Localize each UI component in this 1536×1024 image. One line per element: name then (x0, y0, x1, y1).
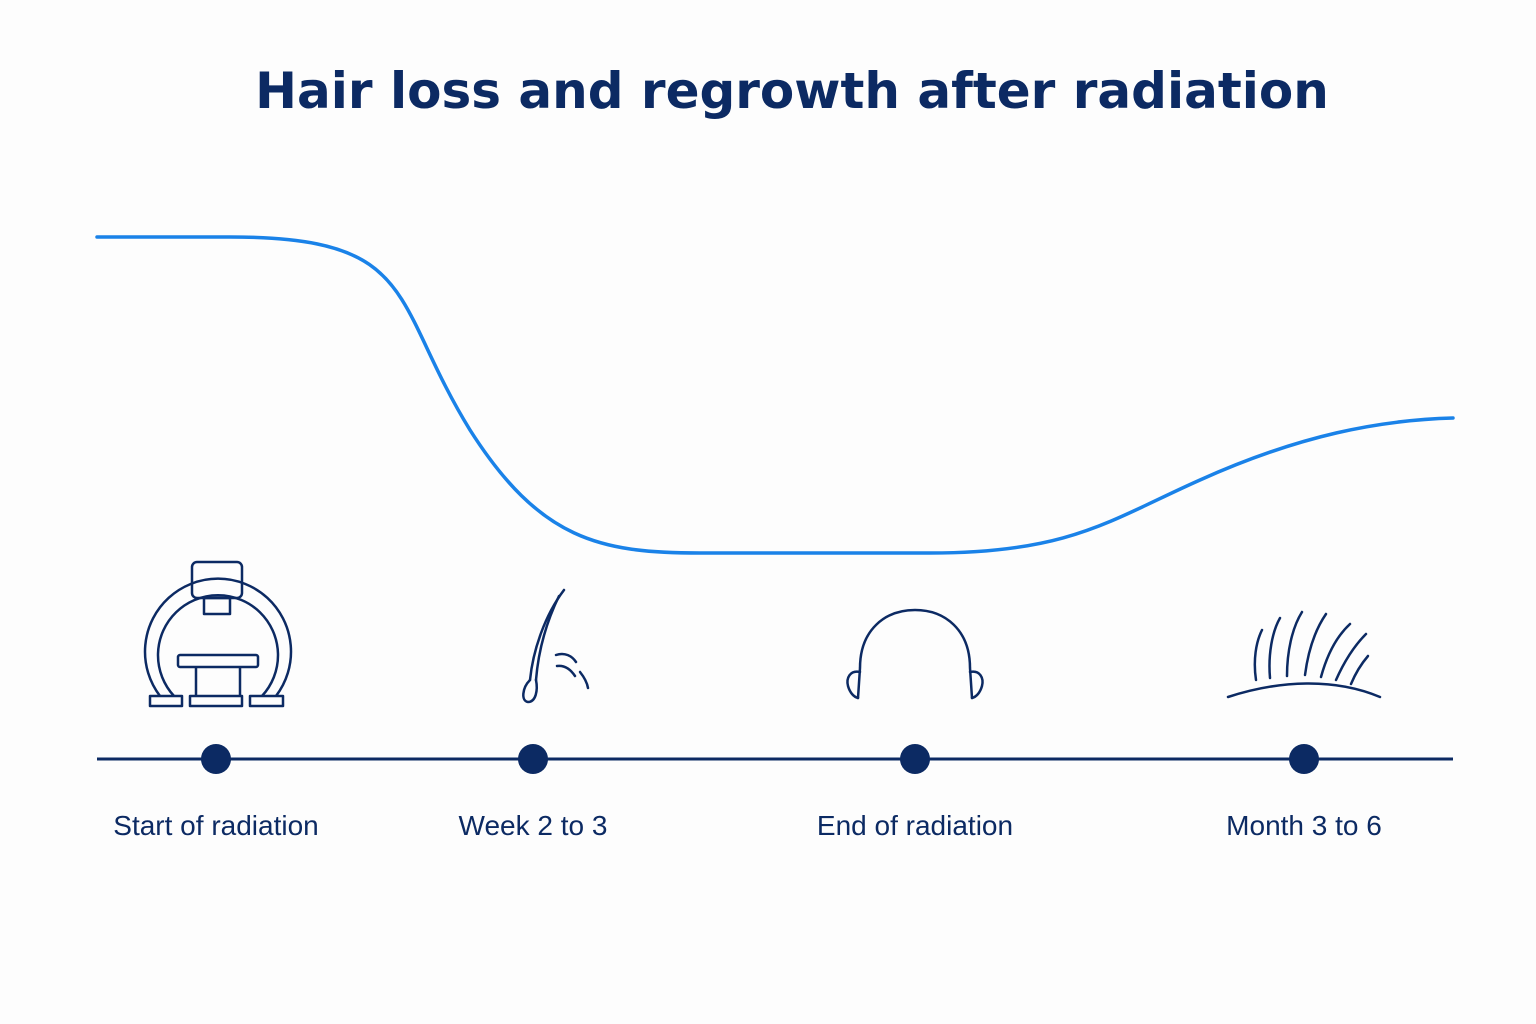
milestone-label-week: Week 2 to 3 (458, 810, 608, 841)
milestone-label-month: Month 3 to 6 (1226, 810, 1382, 841)
milestone-dot-start (201, 744, 231, 774)
regrowing-hair-icon (1226, 610, 1382, 699)
milestone-label-end: End of radiation (816, 810, 1014, 841)
milestone-label-start: Start of radiation (113, 810, 319, 841)
milestone-dot-month (1289, 744, 1319, 774)
falling-hair-icon (522, 588, 590, 704)
milestone-dot-end (900, 744, 930, 774)
radiation-machine-icon (143, 560, 293, 708)
milestone-dot-week (518, 744, 548, 774)
page-title: Hair loss and regrowth after radiation (255, 62, 1329, 120)
hair-level-curve (95, 235, 1455, 555)
bald-head-icon (846, 608, 984, 700)
